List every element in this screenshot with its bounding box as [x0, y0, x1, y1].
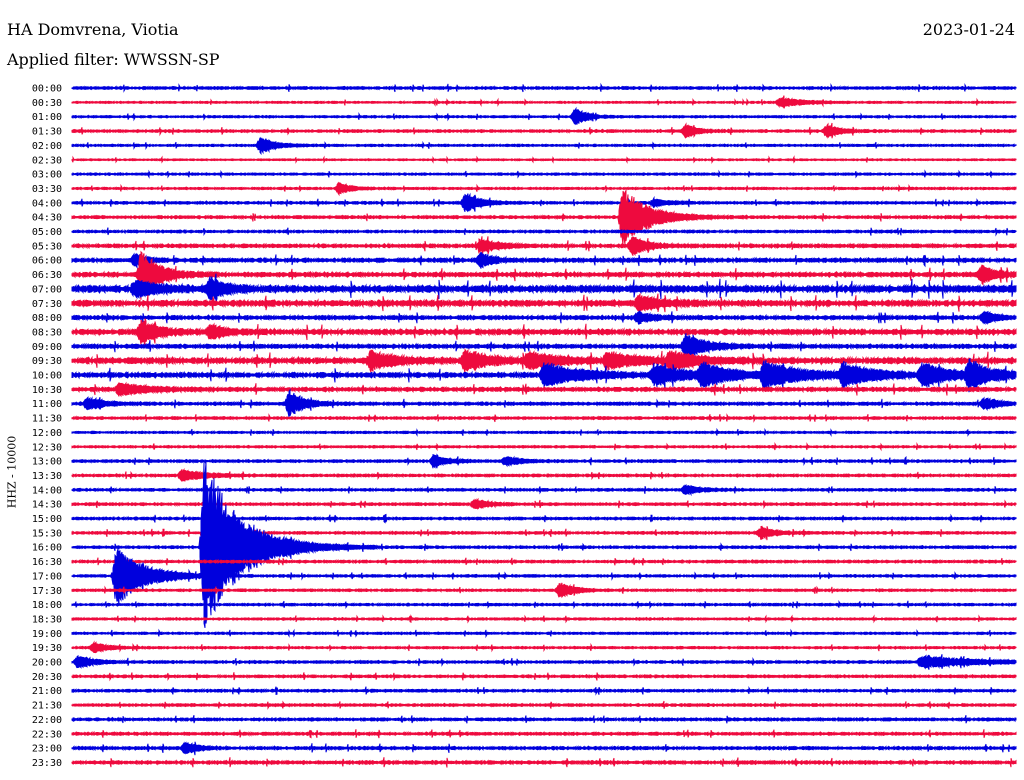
row-time-label: 20:00: [32, 658, 62, 669]
row-time-label: 06:30: [32, 270, 62, 281]
seismic-trace: [71, 181, 1017, 197]
row-time-label: 09:30: [32, 356, 62, 367]
seismic-trace: [71, 273, 1017, 303]
seismic-trace: [71, 95, 1017, 109]
seismic-trace: [71, 292, 1017, 314]
seismic-trace: [71, 672, 1017, 682]
seismic-trace: [71, 318, 1017, 347]
seismic-trace: [71, 381, 1017, 398]
row-time-label: 16:30: [32, 557, 62, 568]
seismic-trace: [71, 741, 1017, 756]
seismic-trace: [71, 484, 1017, 497]
seismic-trace: [71, 227, 1017, 237]
row-time-label: 21:00: [32, 686, 62, 697]
row-time-label: 08:30: [32, 327, 62, 338]
row-time-label: 03:30: [32, 184, 62, 195]
row-time-label: 19:00: [32, 629, 62, 640]
row-time-label: 11:30: [32, 414, 62, 425]
seismic-trace: [71, 729, 1017, 739]
seismic-trace: [71, 122, 1017, 140]
row-time-label: 01:30: [32, 127, 62, 138]
row-time-label: 02:00: [32, 141, 62, 152]
seismic-trace: [71, 628, 1017, 639]
seismic-trace: [71, 169, 1017, 179]
row-time-label: 06:00: [32, 256, 62, 267]
row-time-label: 14:00: [32, 485, 62, 496]
seismic-trace: [71, 155, 1017, 165]
seismic-trace: [71, 700, 1017, 710]
seismic-trace: [71, 236, 1017, 257]
seismic-trace: [71, 136, 1017, 156]
row-time-label: 19:30: [32, 643, 62, 654]
filter-label: Applied filter: WWSSN-SP: [7, 50, 220, 69]
seismic-trace: [71, 685, 1017, 696]
row-time-label: 17:30: [32, 586, 62, 597]
row-time-label: 05:30: [32, 241, 62, 252]
row-time-label: 00:00: [32, 84, 62, 95]
row-time-label: 16:00: [32, 543, 62, 554]
row-time-label: 23:30: [32, 758, 62, 769]
seismic-trace: [71, 462, 1017, 629]
row-time-label: 12:00: [32, 428, 62, 439]
row-time-label: 00:30: [32, 98, 62, 109]
row-time-label: 15:00: [32, 514, 62, 525]
seismic-trace: [71, 310, 1017, 325]
row-time-label: 07:00: [32, 284, 62, 295]
seismic-trace: [71, 640, 1017, 654]
seismic-trace: [71, 467, 1017, 482]
row-time-label: 13:00: [32, 457, 62, 468]
row-time-label: 21:30: [32, 701, 62, 712]
seismic-trace: [71, 250, 1017, 300]
row-time-label: 22:30: [32, 729, 62, 740]
seismic-trace: [71, 715, 1017, 724]
seismic-trace: [71, 188, 1017, 247]
row-time-label: 23:00: [32, 744, 62, 755]
row-time-label: 01:00: [32, 112, 62, 123]
row-time-label: 11:00: [32, 399, 62, 410]
row-time-label: 15:30: [32, 528, 62, 539]
seismic-trace: [71, 654, 1017, 670]
row-time-label: 03:00: [32, 170, 62, 181]
station-title: HA Domvrena, Viotia: [7, 20, 179, 39]
seismic-trace: [71, 557, 1017, 566]
row-time-label: 12:30: [32, 442, 62, 453]
seismic-trace: [71, 757, 1017, 768]
row-time-label: 07:30: [32, 299, 62, 310]
seismic-trace: [71, 614, 1017, 624]
seismic-trace: [71, 357, 1017, 393]
row-time-label: 10:30: [32, 385, 62, 396]
seismic-trace: [71, 348, 1017, 374]
row-time-label: 22:00: [32, 715, 62, 726]
row-time-label: 13:30: [32, 471, 62, 482]
row-time-label: 18:00: [32, 600, 62, 611]
seismic-trace: [71, 333, 1017, 360]
row-time-label: 02:30: [32, 155, 62, 166]
row-time-label: 20:30: [32, 672, 62, 683]
seismic-trace: [71, 413, 1017, 423]
plot-date: 2023-01-24: [922, 20, 1015, 39]
seismic-trace: [71, 582, 1017, 599]
seismic-trace: [71, 441, 1017, 452]
seismic-trace: [71, 106, 1017, 126]
seismic-trace: [71, 251, 1017, 270]
seismic-trace: [71, 497, 1017, 510]
row-time-label: 14:30: [32, 500, 62, 511]
row-time-label: 10:00: [32, 371, 62, 382]
row-time-label: 08:00: [32, 313, 62, 324]
seismic-trace: [71, 548, 1017, 604]
seismic-trace: [71, 453, 1017, 469]
seismic-trace: [71, 600, 1017, 610]
seismic-trace: [71, 388, 1017, 418]
row-time-label: 17:00: [32, 571, 62, 582]
row-time-label: 04:30: [32, 213, 62, 224]
row-time-label: 18:30: [32, 614, 62, 625]
row-time-label: 05:00: [32, 227, 62, 238]
row-time-label: 09:00: [32, 342, 62, 353]
seismic-trace: [71, 82, 1017, 93]
seismic-trace: [71, 427, 1017, 438]
row-time-label: 04:00: [32, 198, 62, 209]
seismic-trace: [71, 192, 1017, 213]
